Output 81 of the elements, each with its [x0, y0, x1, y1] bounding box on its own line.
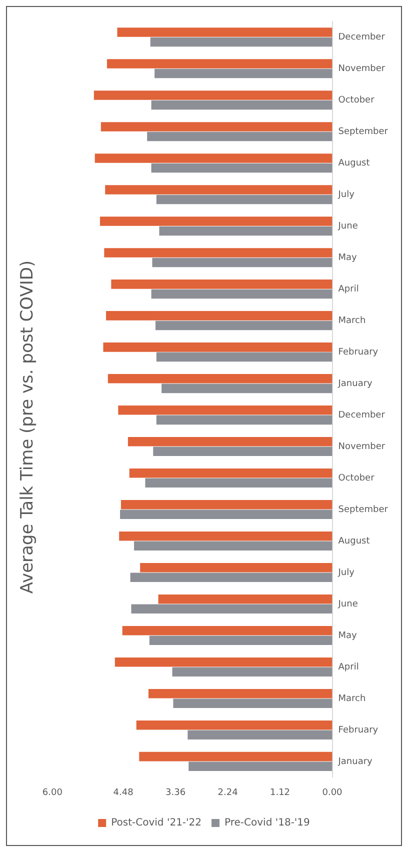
- bar: [156, 415, 332, 425]
- x-tick-label: 4.48: [113, 788, 134, 798]
- y-tick-label: June: [337, 221, 358, 232]
- y-tick-label: March: [338, 316, 366, 326]
- bar: [151, 163, 332, 173]
- legend-label: Post-Covid '21-'22: [111, 818, 202, 829]
- bar: [162, 384, 332, 394]
- bar: [149, 636, 332, 646]
- x-tick-label: 0.00: [322, 788, 343, 798]
- bar: [147, 132, 332, 142]
- y-tick-label: January: [337, 378, 374, 389]
- y-tick-label: March: [338, 694, 366, 704]
- y-tick-label: December: [338, 32, 386, 42]
- y-tick-label: July: [337, 190, 356, 200]
- bar: [148, 688, 332, 698]
- y-tick-label: April: [338, 662, 359, 672]
- bar: [120, 500, 332, 510]
- bar: [145, 478, 332, 488]
- y-tick-label: February: [338, 725, 379, 736]
- bar: [106, 59, 332, 68]
- bar: [156, 352, 332, 362]
- bar: [130, 572, 332, 582]
- bar: [136, 720, 332, 730]
- bar: [114, 657, 332, 667]
- legend-label: Pre-Covid '18-'19: [224, 818, 310, 829]
- bar: [122, 626, 332, 636]
- bar: [118, 406, 332, 415]
- bar: [188, 762, 332, 771]
- bar: [103, 342, 332, 352]
- bar: [104, 248, 332, 258]
- y-tick-label: November: [338, 64, 386, 74]
- y-tick-label: December: [338, 410, 386, 420]
- y-tick-label: November: [338, 442, 386, 452]
- y-tick-label: October: [338, 473, 375, 484]
- bar: [120, 510, 332, 520]
- bar: [158, 594, 332, 604]
- y-tick-label: January: [337, 756, 374, 767]
- y-tick-label: May: [338, 252, 358, 263]
- x-tick-label: 1.12: [270, 788, 290, 798]
- x-tick-label: 6.00: [42, 788, 63, 798]
- text: Average Talk Time (pre vs. post COVID): [18, 260, 38, 594]
- y-tick-label: September: [338, 504, 388, 515]
- bar: [156, 194, 332, 204]
- bar: [117, 28, 332, 37]
- bar: [106, 311, 332, 320]
- bar: [155, 320, 332, 330]
- x-tick-label: 2.24: [218, 788, 238, 798]
- bar: [159, 226, 332, 236]
- bar: [108, 374, 332, 384]
- y-tick-label: August: [338, 158, 370, 168]
- bar: [134, 541, 332, 551]
- bar: [153, 446, 332, 456]
- y-tick-label: May: [338, 630, 358, 641]
- bar: [128, 437, 332, 446]
- y-tick-label: February: [338, 347, 379, 358]
- y-tick-label: August: [338, 536, 370, 546]
- y-tick-label: September: [338, 126, 388, 137]
- bar: [173, 698, 332, 708]
- bar: [129, 468, 332, 478]
- bar: [111, 280, 332, 289]
- bar: [140, 562, 332, 572]
- bar: [152, 258, 332, 268]
- bar: [150, 37, 332, 47]
- y-tick-label: June: [337, 599, 358, 610]
- bar: [100, 216, 332, 226]
- bar: [151, 289, 332, 299]
- bar: [154, 68, 332, 78]
- bar: [188, 730, 332, 740]
- y-tick-label: October: [338, 95, 375, 106]
- bar: [139, 752, 332, 762]
- y-tick-label: April: [338, 284, 359, 294]
- bar: [151, 100, 332, 110]
- y-tick-label: July: [337, 568, 356, 578]
- bar: [131, 604, 332, 614]
- x-tick-label: 3.36: [166, 788, 186, 798]
- bar: [94, 154, 332, 163]
- bar: [94, 90, 332, 100]
- bar: [172, 667, 332, 676]
- bar: [105, 185, 332, 194]
- bar: [100, 122, 332, 132]
- bar: [119, 531, 332, 541]
